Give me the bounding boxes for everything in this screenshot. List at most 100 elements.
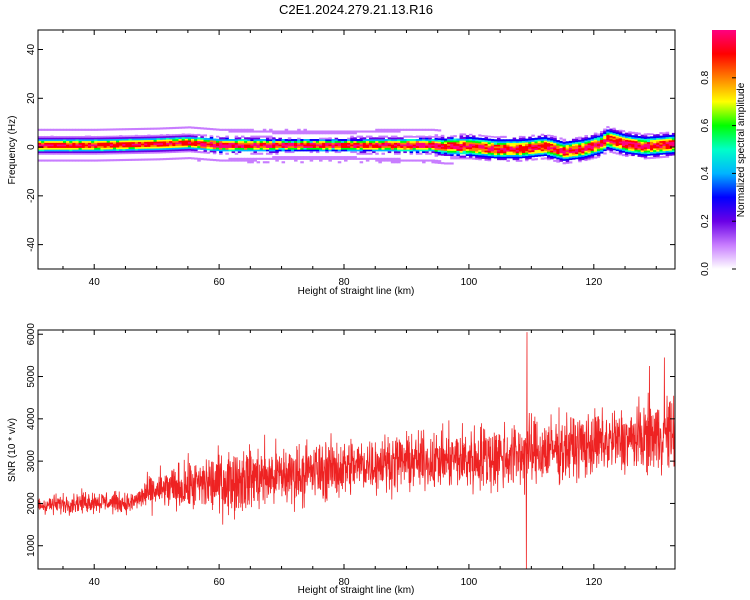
heatmap-cell bbox=[125, 138, 129, 141]
heatmap-cell bbox=[447, 152, 451, 155]
heatmap-cell bbox=[631, 148, 635, 151]
heatmap-cell bbox=[247, 147, 251, 150]
heatmap-cell bbox=[344, 130, 348, 133]
heatmap-cell bbox=[397, 130, 401, 133]
heatmap-cell bbox=[550, 136, 554, 139]
heatmap-cell bbox=[234, 149, 239, 152]
heatmap-cell bbox=[122, 158, 126, 162]
heatmap-cell bbox=[584, 143, 588, 146]
heatmap-cell bbox=[262, 144, 267, 147]
heatmap-cell bbox=[131, 158, 136, 161]
heatmap-cell bbox=[615, 147, 620, 150]
heatmap-cell bbox=[522, 150, 526, 154]
heatmap-cell bbox=[481, 138, 485, 141]
heatmap-cell bbox=[41, 135, 45, 138]
heatmap-cell bbox=[565, 161, 570, 164]
heatmap-cell bbox=[219, 139, 223, 142]
heatmap-cell bbox=[225, 128, 229, 131]
heatmap-cell bbox=[393, 152, 398, 155]
heatmap-cell bbox=[534, 151, 539, 154]
heatmap-cell bbox=[262, 128, 267, 131]
snr-x-label: Height of straight line (km) bbox=[298, 585, 415, 596]
heatmap-cell bbox=[137, 143, 142, 146]
heatmap-cell bbox=[287, 156, 292, 159]
heatmap-cell bbox=[634, 135, 638, 138]
heatmap-cell bbox=[643, 143, 648, 146]
heatmap-cell bbox=[543, 135, 548, 138]
heatmap-cell bbox=[531, 144, 535, 147]
heatmap-cell bbox=[265, 137, 270, 140]
heatmap-cell bbox=[465, 136, 470, 139]
heatmap-cell bbox=[459, 157, 464, 160]
heatmap-cell bbox=[103, 145, 108, 148]
heatmap-cell bbox=[219, 145, 223, 148]
heatmap-cell bbox=[484, 143, 489, 146]
heatmap-cell bbox=[334, 149, 339, 152]
heatmap-cell bbox=[562, 141, 567, 144]
heatmap-cell bbox=[365, 159, 370, 162]
heatmap-cell bbox=[418, 149, 423, 152]
heatmap-cell bbox=[659, 149, 663, 152]
heatmap-cell bbox=[387, 142, 392, 145]
heatmap-cell bbox=[169, 137, 173, 140]
heatmap-cell bbox=[487, 140, 492, 143]
heatmap-cell bbox=[265, 142, 270, 145]
heatmap-cell bbox=[537, 135, 542, 138]
heatmap-cell bbox=[203, 141, 208, 144]
heatmap-cell bbox=[219, 152, 223, 155]
heatmap-cell bbox=[84, 137, 89, 140]
heatmap-cell bbox=[646, 138, 651, 141]
heatmap-cell bbox=[618, 127, 623, 130]
heatmap-cell bbox=[440, 134, 445, 137]
heatmap-cell bbox=[478, 158, 482, 161]
heatmap-cell bbox=[562, 146, 567, 149]
heatmap-cell bbox=[515, 156, 520, 159]
heatmap-cell bbox=[278, 149, 282, 152]
heatmap-cell bbox=[393, 144, 398, 147]
heatmap-cell bbox=[275, 139, 279, 142]
heatmap-cell bbox=[137, 151, 142, 154]
heatmap-cell bbox=[600, 134, 604, 137]
heatmap-cell bbox=[38, 137, 42, 140]
heatmap-cell bbox=[247, 144, 251, 147]
heatmap-cell bbox=[537, 151, 542, 154]
heatmap-cell bbox=[81, 144, 86, 147]
heatmap-cell bbox=[156, 137, 161, 140]
heatmap-cell bbox=[53, 137, 58, 140]
heatmap-cell bbox=[425, 142, 429, 145]
heatmap-cell bbox=[618, 143, 623, 146]
heatmap-cell bbox=[91, 140, 95, 143]
heatmap-cell bbox=[584, 141, 588, 144]
heatmap-cell bbox=[587, 153, 592, 156]
heatmap-cell bbox=[390, 130, 395, 133]
heatmap-cell bbox=[269, 150, 273, 154]
heatmap-cell bbox=[194, 152, 198, 155]
heatmap-cell bbox=[375, 149, 379, 152]
heatmap-cell bbox=[306, 156, 311, 159]
heatmap-cell bbox=[584, 148, 588, 151]
heatmap-cell bbox=[309, 132, 314, 135]
heatmap-cell bbox=[500, 151, 504, 154]
heatmap-cell bbox=[184, 140, 189, 143]
heatmap-cell bbox=[537, 152, 542, 155]
heatmap-cell bbox=[287, 139, 292, 142]
heatmap-cell bbox=[231, 144, 236, 147]
heatmap-cell bbox=[384, 157, 389, 160]
heatmap-cell bbox=[334, 137, 339, 140]
heatmap-cell bbox=[646, 157, 651, 160]
heatmap-cell bbox=[484, 150, 489, 153]
heatmap-cell bbox=[294, 145, 298, 148]
heatmap-cell bbox=[84, 128, 89, 131]
heatmap-cell bbox=[568, 135, 573, 138]
heatmap-cell bbox=[131, 128, 136, 131]
heatmap-cell bbox=[172, 144, 176, 147]
heatmap-cell bbox=[659, 139, 663, 142]
heatmap-cell bbox=[225, 142, 229, 145]
heatmap-cell bbox=[640, 138, 645, 141]
heatmap-cell bbox=[262, 145, 267, 148]
heatmap-cell bbox=[62, 133, 67, 136]
heatmap-cell bbox=[453, 157, 457, 160]
heatmap-cell bbox=[559, 140, 563, 143]
heatmap-cell bbox=[612, 144, 617, 147]
heatmap-cell bbox=[490, 149, 495, 152]
